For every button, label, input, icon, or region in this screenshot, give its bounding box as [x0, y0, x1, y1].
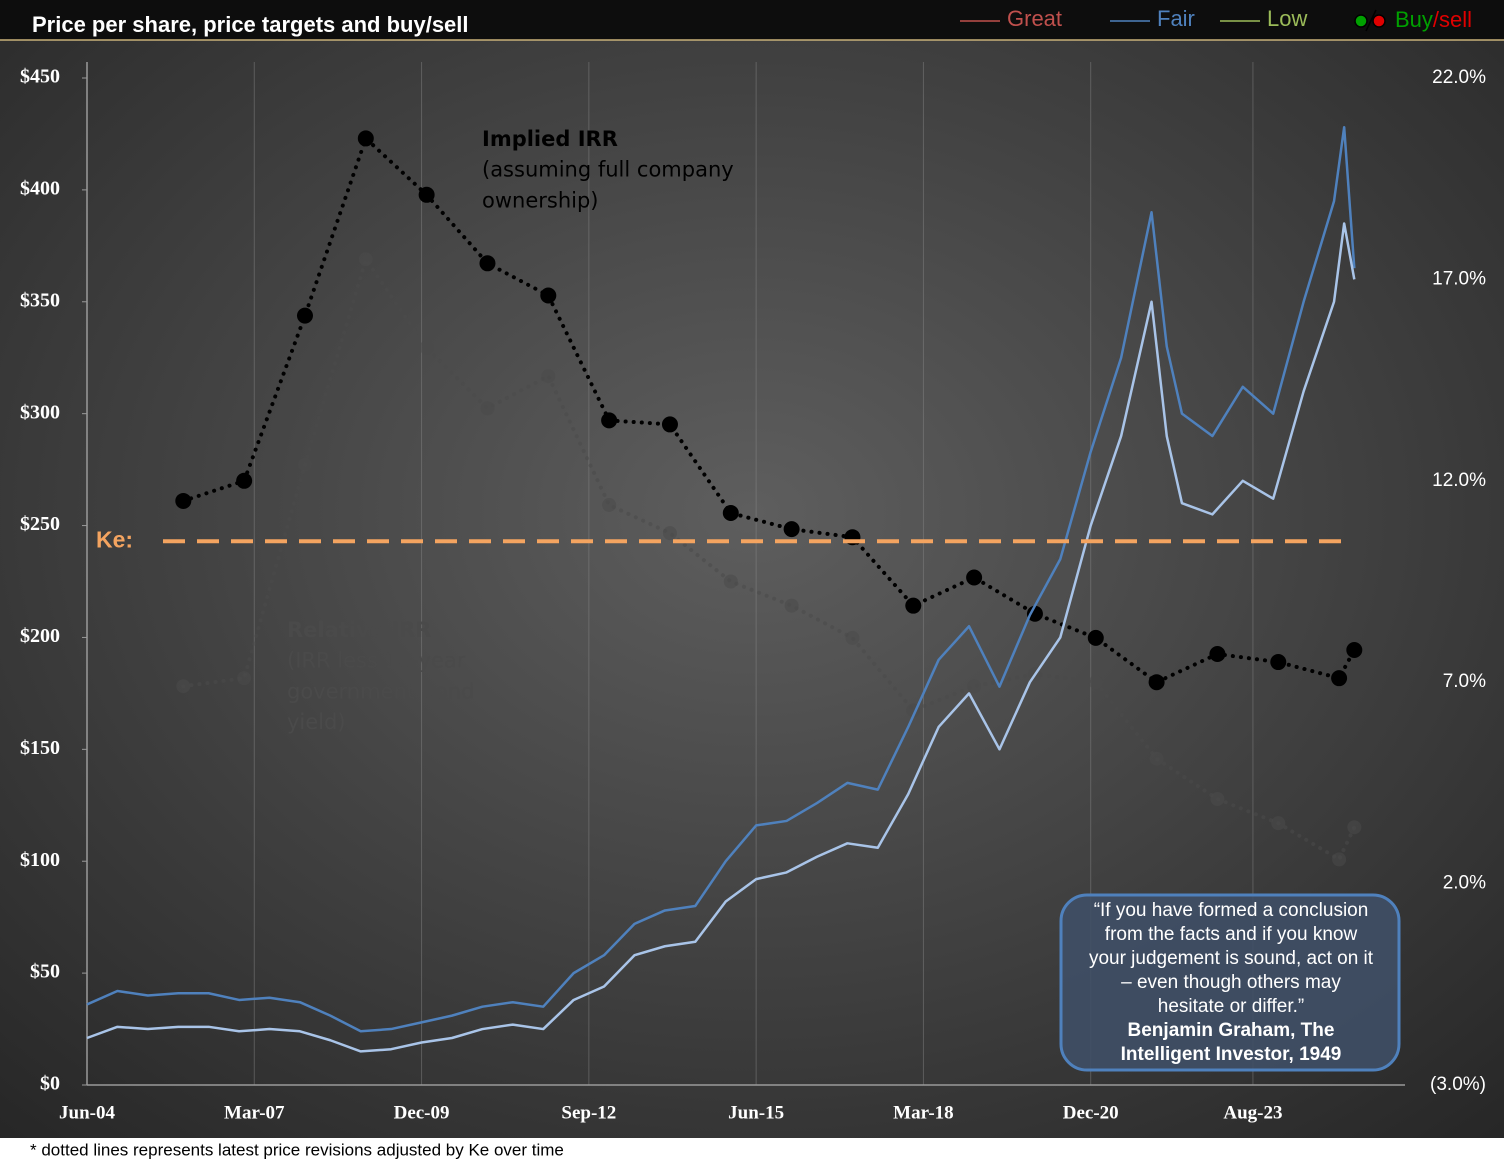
irr-point	[1270, 654, 1287, 671]
irr-point	[480, 401, 495, 416]
quote-box	[1059, 893, 1401, 1072]
price-line	[86, 125, 1356, 1033]
y-tick-label: $400	[20, 177, 60, 199]
legend-label: Great	[1007, 6, 1062, 31]
irr-point	[541, 369, 556, 384]
x-tick-label: Jun-04	[59, 1102, 115, 1123]
irr-point	[479, 255, 496, 272]
y2-tick-label: 7.0%	[1443, 671, 1486, 692]
legend-label-part: /sell	[1433, 7, 1472, 32]
legend-slash	[1365, 9, 1377, 32]
irr-point	[784, 598, 799, 613]
irr-point	[1026, 605, 1043, 622]
x-tick-label: Aug-23	[1223, 1102, 1282, 1123]
y2-tick-label: 22.0%	[1432, 67, 1486, 88]
irr-point	[1210, 792, 1225, 807]
y-tick-label: $250	[20, 513, 60, 535]
irr-point	[967, 679, 982, 694]
irr-point	[297, 457, 312, 472]
y2-tick-label: 2.0%	[1443, 873, 1486, 894]
y-tick-label: $300	[20, 401, 60, 423]
irr-point	[540, 287, 557, 304]
irr-point	[175, 492, 192, 509]
quote-line: from the facts and if you know	[1105, 924, 1358, 945]
quote-line: – even though others may	[1121, 972, 1341, 993]
irr-point	[783, 521, 800, 538]
irr-line	[181, 254, 1357, 863]
quote-line: hesitate or differ.”	[1158, 996, 1304, 1017]
x-tick-label: Mar-07	[224, 1102, 285, 1123]
quote-line: your judgement is sound, act on it	[1089, 948, 1374, 969]
irr-point	[722, 505, 739, 522]
chart-title: Price per share, price targets and buy/s…	[32, 12, 469, 37]
irr-point	[1087, 629, 1104, 646]
x-tick-label: Dec-09	[394, 1102, 450, 1123]
irr-point	[905, 597, 922, 614]
legend-sell-icon	[1372, 14, 1386, 28]
y-tick-label: $450	[20, 66, 60, 88]
irr-point	[1346, 641, 1363, 658]
legend-label-part: Buy	[1395, 7, 1433, 32]
y-tick-label: $150	[20, 737, 60, 759]
irr-point	[1331, 670, 1348, 687]
footnote: * dotted lines represents latest price r…	[30, 1140, 564, 1159]
irr-point	[602, 497, 617, 512]
x-tick-label: Mar-18	[893, 1102, 954, 1123]
y-tick-label: $50	[30, 961, 60, 983]
y-tick-label: $0	[40, 1073, 60, 1095]
x-tick-label: Dec-20	[1063, 1102, 1119, 1123]
irr-point	[1347, 820, 1362, 835]
quote-line: Intelligent Investor, 1949	[1121, 1044, 1342, 1065]
annotation: Relative IRR	[287, 618, 431, 642]
x-tick-label: Sep-12	[561, 1102, 616, 1123]
y-tick-label: $100	[20, 849, 60, 871]
irr-point	[845, 630, 860, 645]
price-line	[86, 222, 1356, 1053]
ke-label: Ke:	[96, 526, 133, 552]
annotation: (IRR less 10-year	[287, 649, 466, 673]
y2-tick-label: 17.0%	[1432, 268, 1486, 289]
irr-point	[601, 412, 618, 429]
irr-point	[966, 569, 983, 586]
irr-point	[662, 526, 677, 541]
quote-line: Benjamin Graham, The	[1128, 1020, 1335, 1041]
irr-point	[723, 574, 738, 589]
irr-point	[1149, 751, 1164, 766]
irr-line	[181, 134, 1357, 685]
annotation: Implied IRR	[482, 127, 618, 151]
annotation: government bond	[287, 679, 475, 703]
legend-label: Buy/sell	[1395, 7, 1472, 32]
annotation: yield)	[287, 710, 346, 734]
irr-point	[1148, 674, 1165, 691]
legend-label: Fair	[1157, 6, 1195, 31]
irr-point	[1271, 816, 1286, 831]
header	[0, 0, 1504, 40]
y-tick-label: $200	[20, 625, 60, 647]
y2-tick-label: 12.0%	[1432, 470, 1486, 491]
y2-tick-label: (3.0%)	[1430, 1074, 1486, 1095]
footer	[0, 1138, 1504, 1163]
legend-buy-icon	[1354, 14, 1368, 28]
annotation: (assuming full company	[482, 158, 734, 182]
irr-point	[236, 472, 253, 489]
irr-point	[357, 130, 374, 147]
irr-point	[176, 679, 191, 694]
y-tick-label: $350	[20, 289, 60, 311]
legend-label: Low	[1267, 6, 1307, 31]
irr-point	[237, 671, 252, 686]
irr-point	[419, 340, 434, 355]
irr-point	[1332, 852, 1347, 867]
irr-point	[1088, 675, 1103, 690]
x-tick-label: Jun-15	[728, 1102, 784, 1123]
irr-point	[1209, 646, 1226, 663]
irr-point	[358, 252, 373, 267]
quote-line: “If you have formed a conclusion	[1094, 900, 1369, 921]
irr-point	[418, 186, 435, 203]
irr-point	[296, 307, 313, 324]
annotation: ownership)	[482, 188, 599, 212]
irr-point	[661, 416, 678, 433]
